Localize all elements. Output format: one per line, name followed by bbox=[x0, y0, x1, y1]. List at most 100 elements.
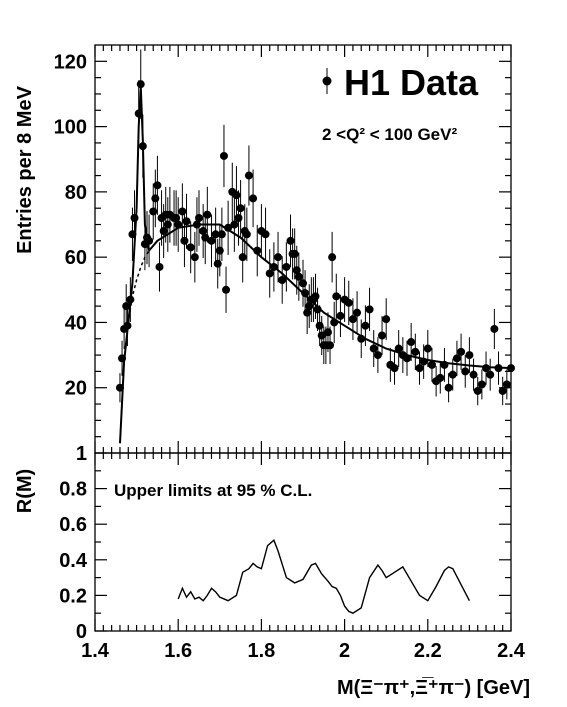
top-x-ticks bbox=[94, 45, 512, 453]
bottom-x-ticks: 1.4 1.6 1.8 2 2.2 2.4 bbox=[81, 453, 526, 662]
data-point bbox=[477, 380, 486, 389]
top-y-ticks: 20 40 60 80 100 120 bbox=[54, 51, 511, 438]
data-point bbox=[440, 360, 449, 369]
data-point bbox=[217, 230, 226, 239]
data-point bbox=[452, 354, 461, 363]
data-point bbox=[236, 204, 245, 213]
data-point bbox=[494, 364, 503, 373]
data-point bbox=[244, 171, 253, 180]
data-point bbox=[482, 364, 491, 373]
data-points bbox=[115, 80, 515, 395]
data-point bbox=[126, 295, 135, 304]
data-point bbox=[234, 213, 243, 222]
data-point bbox=[278, 276, 287, 285]
data-point bbox=[305, 302, 314, 311]
data-point bbox=[203, 210, 212, 219]
x-tick-label: 1.8 bbox=[247, 640, 275, 662]
data-point bbox=[269, 262, 278, 271]
data-point bbox=[174, 220, 183, 229]
data-point bbox=[461, 367, 470, 376]
r-tick-label: 0.6 bbox=[59, 514, 87, 536]
top-y-axis-label: Entries per 8 MeV bbox=[14, 85, 36, 254]
data-point bbox=[128, 230, 137, 239]
data-point bbox=[136, 80, 145, 89]
x-tick-label: 1.4 bbox=[81, 640, 110, 662]
legend: H1 Data bbox=[322, 62, 479, 103]
data-point bbox=[423, 344, 432, 353]
data-point bbox=[448, 370, 457, 379]
data-point bbox=[301, 289, 310, 298]
data-point bbox=[373, 351, 382, 360]
data-point bbox=[115, 383, 124, 392]
y-tick-label: 80 bbox=[65, 182, 87, 204]
background-curve bbox=[119, 250, 150, 444]
x-tick-label: 2 bbox=[339, 640, 350, 662]
data-point bbox=[186, 243, 195, 252]
data-point bbox=[344, 298, 353, 307]
data-point bbox=[299, 279, 307, 288]
data-point bbox=[365, 305, 374, 314]
data-point bbox=[394, 344, 403, 353]
data-point bbox=[382, 315, 391, 324]
data-point bbox=[130, 213, 139, 222]
data-point bbox=[336, 311, 345, 320]
data-point bbox=[444, 383, 453, 392]
data-point bbox=[265, 269, 274, 278]
data-point bbox=[238, 253, 247, 262]
data-point bbox=[411, 347, 420, 356]
data-point bbox=[261, 230, 270, 239]
data-point bbox=[274, 253, 283, 262]
bottom-panel: 0 0.2 0.4 0.6 0.8 1 1.4 1.6 1.8 2 2.2 2.4 Upper li… bbox=[14, 443, 530, 699]
data-point bbox=[486, 370, 495, 379]
legend-label: H1 Data bbox=[344, 62, 479, 103]
data-point bbox=[502, 380, 511, 389]
x-axis-label: M(Ξ⁻π⁺,Ξ̅⁺π⁻) [GeV] bbox=[337, 677, 530, 699]
upper-limit-curve bbox=[177, 539, 471, 614]
data-point bbox=[195, 213, 203, 222]
data-point bbox=[213, 259, 222, 268]
data-point bbox=[390, 364, 399, 373]
data-point bbox=[122, 302, 131, 311]
data-point bbox=[436, 373, 445, 382]
q2-text: 2 <Q² < 100 GeV² bbox=[322, 125, 457, 144]
data-point bbox=[407, 338, 416, 347]
data-point bbox=[249, 194, 258, 203]
data-point bbox=[172, 213, 181, 222]
data-point bbox=[242, 230, 251, 239]
data-point bbox=[303, 308, 312, 317]
data-point bbox=[123, 321, 132, 330]
x-tick-label: 2.2 bbox=[414, 640, 442, 662]
data-point bbox=[230, 220, 239, 229]
data-point bbox=[348, 315, 357, 324]
upper-limits-annotation: Upper limits at 95 % C.L. bbox=[114, 481, 312, 500]
r-tick-label: 1 bbox=[76, 443, 87, 465]
data-point bbox=[353, 308, 362, 317]
data-point bbox=[224, 223, 233, 232]
data-point bbox=[207, 236, 216, 245]
data-point bbox=[469, 370, 478, 379]
r-tick-label: 0.4 bbox=[59, 550, 88, 572]
data-point bbox=[180, 236, 189, 245]
data-point bbox=[315, 321, 324, 330]
q2-range-label: 2 <Q² < 100 GeV² bbox=[322, 125, 457, 144]
data-point bbox=[465, 351, 474, 360]
data-point bbox=[326, 341, 335, 350]
data-point bbox=[328, 253, 337, 262]
data-point bbox=[118, 354, 127, 363]
data-point bbox=[292, 266, 301, 275]
data-point bbox=[286, 236, 295, 245]
r-tick-label: 0 bbox=[76, 621, 87, 643]
data-point bbox=[151, 194, 160, 203]
data-point bbox=[294, 272, 303, 281]
data-point bbox=[332, 292, 341, 301]
data-point bbox=[201, 233, 210, 242]
data-point bbox=[330, 318, 339, 327]
data-point bbox=[427, 360, 436, 369]
data-point bbox=[313, 305, 322, 314]
data-point bbox=[403, 354, 411, 363]
data-point bbox=[182, 217, 191, 226]
data-point bbox=[155, 262, 164, 271]
x-tick-label: 1.6 bbox=[164, 640, 192, 662]
